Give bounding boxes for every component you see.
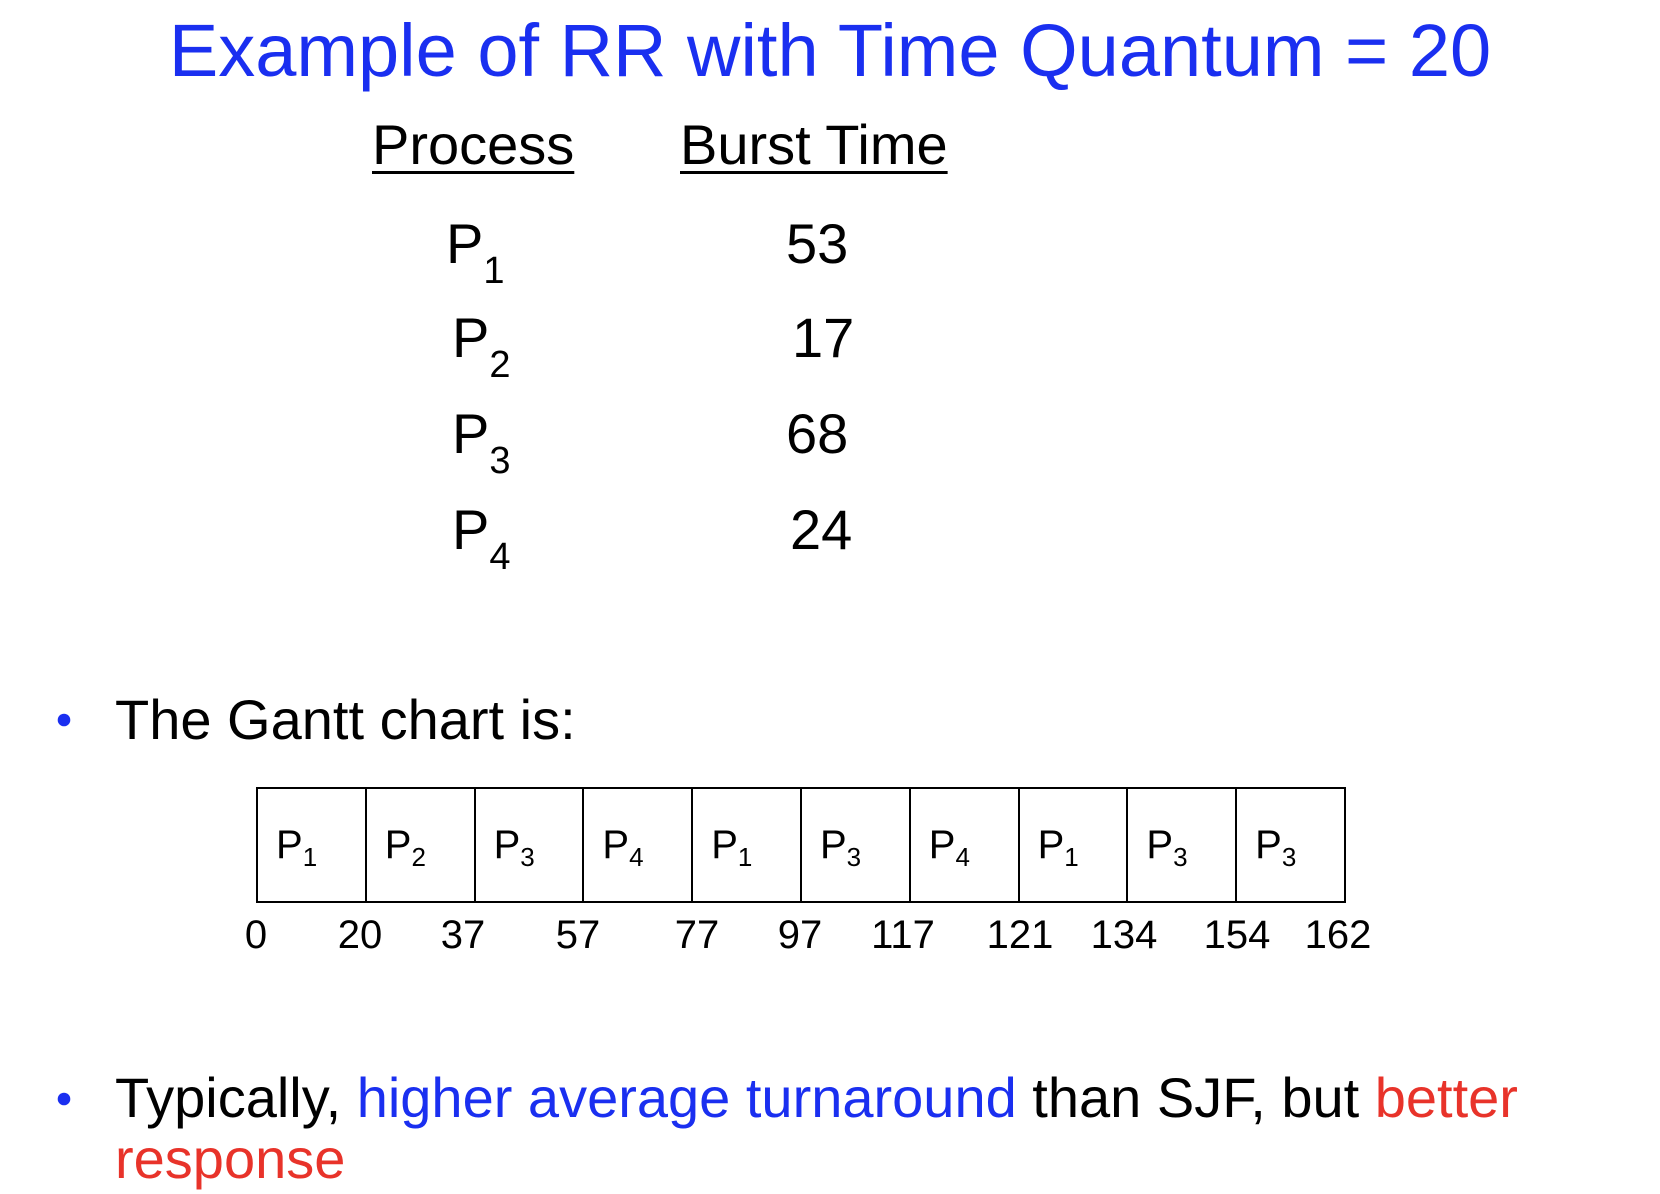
gantt-process-subscript: 4	[955, 841, 970, 872]
gantt-tick: 0	[244, 913, 268, 957]
gantt-tick: 37	[440, 913, 486, 957]
gantt-process-subscript: 1	[737, 841, 753, 872]
summary-text-line2: response	[115, 1127, 346, 1190]
process-letter: P	[452, 402, 490, 465]
burst-cell-p1: 53	[786, 212, 849, 275]
process-subscript: 1	[483, 250, 505, 292]
process-cell-p3: P3	[452, 402, 511, 482]
process-letter: P	[452, 498, 490, 561]
burst-time-column-header: Burst Time	[680, 113, 948, 176]
process-column-header: Process	[372, 113, 575, 176]
gantt-process-subscript: 3	[1173, 841, 1188, 872]
gantt-tick: 134	[1090, 913, 1158, 957]
gantt-process-subscript: 4	[629, 841, 644, 872]
process-subscript: 4	[489, 536, 511, 578]
gantt-process-subscript: 1	[1064, 841, 1079, 872]
gantt-process-letter: P	[384, 822, 412, 867]
process-letter: P	[446, 212, 484, 275]
gantt-process-subscript: 2	[411, 841, 426, 872]
gantt-process-letter: P	[819, 822, 847, 867]
bullet-dot-icon	[57, 1092, 71, 1106]
bullet-dot-icon	[57, 713, 71, 727]
gantt-process-letter: P	[1037, 822, 1065, 867]
gantt-tick: 77	[674, 913, 720, 957]
gantt-process-letter: P	[711, 822, 738, 867]
gantt-tick: 162	[1304, 913, 1372, 957]
gantt-process-letter: P	[602, 822, 630, 867]
gantt-tick: 20	[337, 913, 383, 957]
burst-cell-p4: 24	[790, 498, 853, 561]
gantt-process-letter: P	[928, 822, 956, 867]
burst-cell-p3: 68	[786, 402, 849, 465]
burst-cell-p2: 17	[792, 306, 855, 369]
gantt-tick: 117	[871, 913, 935, 957]
gantt-tick: 154	[1203, 913, 1271, 957]
gantt-process-subscript: 3	[846, 841, 862, 872]
process-cell-p2: P2	[452, 306, 511, 386]
summary-highlight-blue: higher average turnaround	[356, 1066, 1017, 1129]
gantt-tick: 57	[555, 913, 601, 957]
process-letter: P	[452, 306, 490, 369]
summary-text-plain: than SJF, but	[1016, 1066, 1375, 1129]
process-cell-p4: P4	[452, 498, 511, 578]
process-subscript: 3	[489, 440, 511, 482]
gantt-process-letter: P	[493, 822, 521, 867]
summary-text-plain: Typically,	[115, 1066, 357, 1129]
process-subscript: 2	[489, 344, 511, 386]
gantt-tick: 97	[777, 913, 823, 957]
summary-highlight-red: better	[1374, 1066, 1518, 1129]
gantt-process-subscript: 3	[520, 841, 535, 872]
slide-title: Example of RR with Time Quantum = 20	[168, 9, 1492, 92]
process-cell-p1: P1	[446, 212, 505, 292]
gantt-tick: 121	[986, 913, 1054, 957]
gantt-process-subscript: 1	[302, 841, 318, 872]
gantt-process-letter: P	[276, 822, 303, 867]
gantt-intro-text: The Gantt chart is:	[115, 688, 576, 751]
gantt-process-subscript: 3	[1281, 841, 1297, 872]
gantt-process-letter: P	[1255, 822, 1282, 867]
gantt-process-letter: P	[1146, 822, 1174, 867]
summary-text-line1: Typically, higher average turnaround tha…	[115, 1063, 1518, 1133]
